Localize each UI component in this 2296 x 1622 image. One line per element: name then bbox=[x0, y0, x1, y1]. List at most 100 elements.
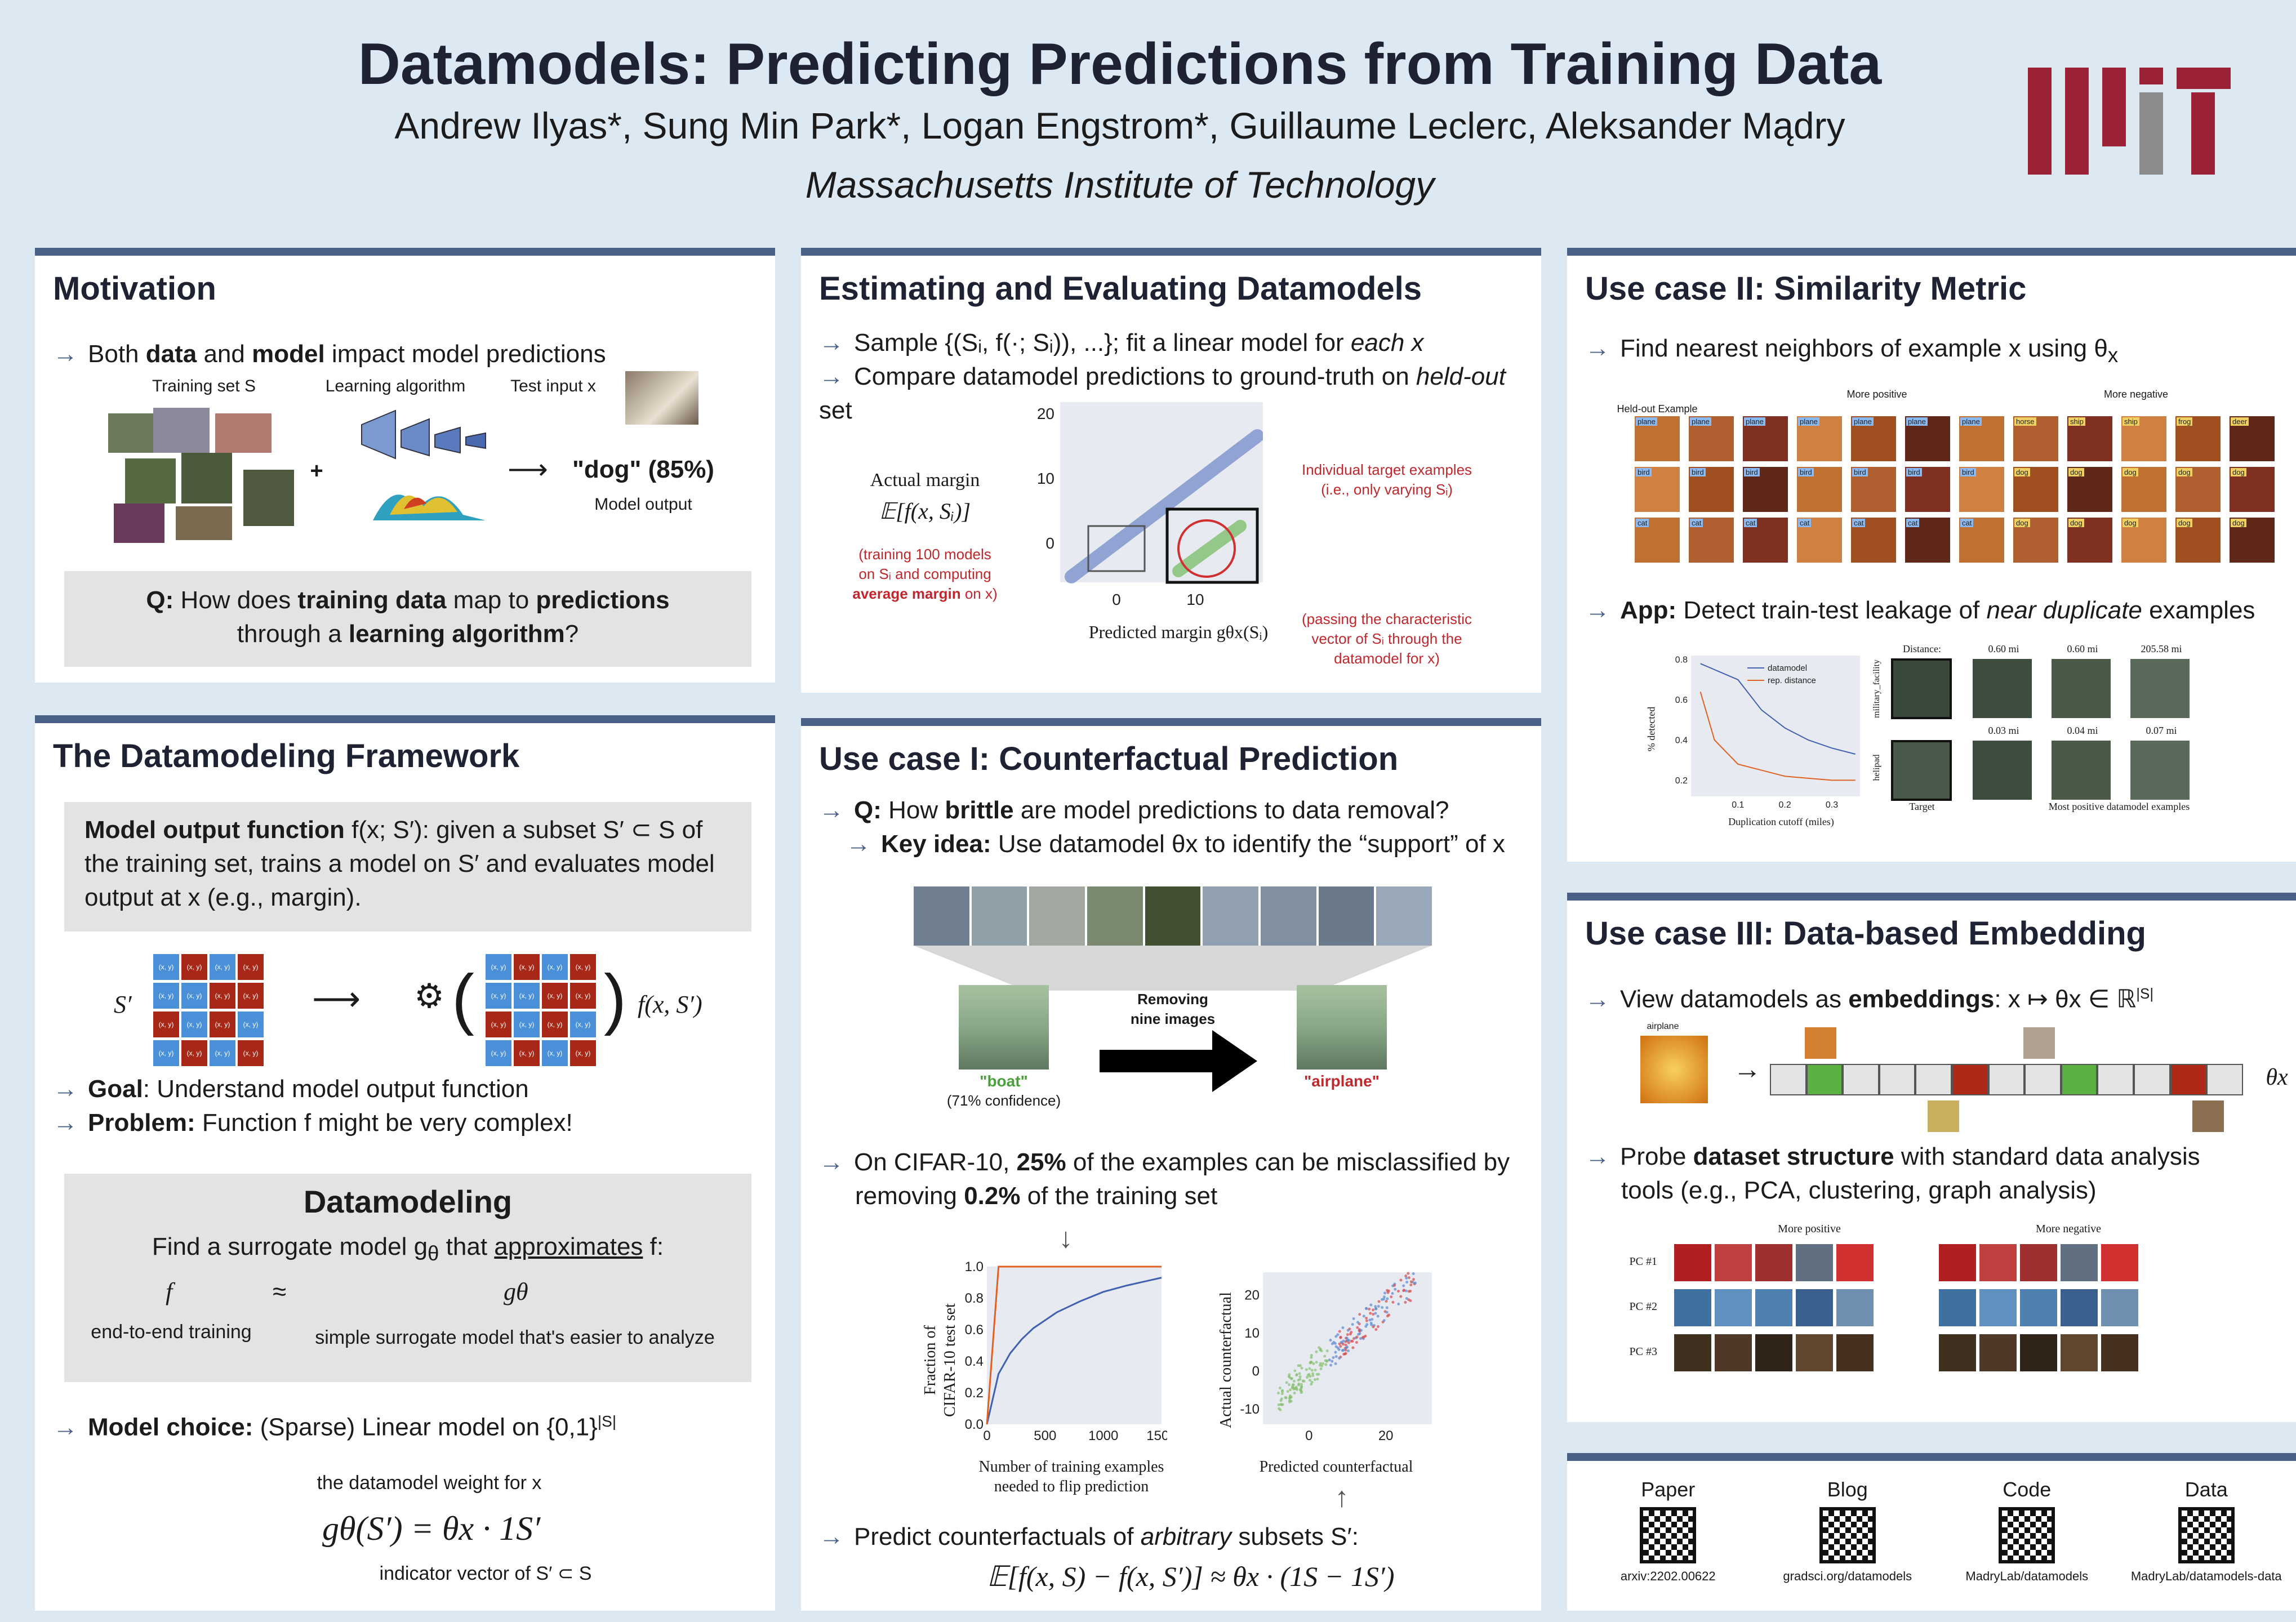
links-panel: Paper arxiv:2202.00622 Blog gradsci.org/dat… bbox=[1567, 1453, 2296, 1611]
scatter-point bbox=[1356, 1326, 1359, 1329]
thumbnail-label: bird bbox=[1906, 468, 1922, 476]
link-item[interactable]: Paper arxiv:2202.00622 bbox=[1583, 1472, 1752, 1607]
ytick-label: 0.6 bbox=[1675, 696, 1688, 705]
model-output: "dog" (85%) bbox=[572, 456, 714, 483]
ytick-label: 0.4 bbox=[965, 1354, 984, 1369]
subset-cell: (x, y) bbox=[181, 1011, 207, 1037]
boat-image bbox=[959, 985, 1049, 1070]
link-item[interactable]: Blog gradsci.org/datamodels bbox=[1763, 1472, 1932, 1607]
pc-thumbnail bbox=[1755, 1289, 1792, 1326]
note-right-bot-1: (passing the characteristic bbox=[1301, 611, 1472, 627]
scatter-point bbox=[1332, 1356, 1335, 1360]
scatter-point bbox=[1344, 1340, 1347, 1343]
pc-thumbnail bbox=[1715, 1289, 1752, 1326]
removing-label: Removing bbox=[1137, 991, 1208, 1008]
chart1-ylabel-1: Fraction of bbox=[922, 1325, 939, 1395]
qr-code-icon[interactable] bbox=[1819, 1507, 1876, 1563]
scatter-point bbox=[1359, 1329, 1363, 1332]
pc-thumbnail bbox=[1674, 1289, 1711, 1326]
scatter-point bbox=[1299, 1388, 1302, 1391]
similarity-thumbnail: plane bbox=[1689, 416, 1734, 461]
pc-thumbnail bbox=[1979, 1334, 2017, 1371]
institution: Massachusetts Institute of Technology bbox=[805, 164, 1435, 206]
scatter-point bbox=[1346, 1333, 1349, 1336]
similarity-thumbnail: cat bbox=[1959, 518, 2004, 563]
scatter-point bbox=[1300, 1385, 1303, 1389]
scatter-point bbox=[1345, 1336, 1349, 1340]
row-label-helipad: helipad bbox=[1872, 754, 1881, 781]
similarity-thumbnail: ship bbox=[2067, 416, 2112, 461]
link-url[interactable]: arxiv:2202.00622 bbox=[1620, 1569, 1716, 1583]
scatter-point bbox=[1320, 1364, 1324, 1367]
scatter-point bbox=[1407, 1272, 1410, 1275]
similarity-thumbnail: horse bbox=[2013, 416, 2058, 461]
link-item[interactable]: Code MadryLab/datamodels bbox=[1942, 1472, 2111, 1607]
scatter-point bbox=[1278, 1407, 1281, 1410]
thumbnail-label: dog bbox=[2231, 468, 2246, 476]
embedding-cell bbox=[2134, 1064, 2170, 1095]
weight-label: the datamodel weight for x bbox=[317, 1472, 542, 1494]
link-url[interactable]: MadryLab/datamodels bbox=[1965, 1569, 2089, 1583]
thumbnail-label: dog bbox=[2014, 519, 2030, 527]
scatter-point bbox=[1319, 1348, 1322, 1352]
airplane-image bbox=[1297, 985, 1387, 1070]
funnel-shape bbox=[914, 946, 1432, 991]
cifar-bullet: → On CIFAR-10, 25% of the examples can be… bbox=[819, 1148, 1510, 1176]
qr-code-icon[interactable] bbox=[1999, 1507, 2055, 1563]
open-paren: ( bbox=[452, 961, 474, 1036]
scatter-point bbox=[1339, 1345, 1342, 1348]
more-negative-label: More negative bbox=[2103, 389, 2169, 400]
scatter-point bbox=[1290, 1377, 1293, 1380]
pc-thumbnail bbox=[1755, 1244, 1792, 1281]
similarity-thumbnail: bird bbox=[1797, 467, 1842, 512]
leakage-chart-xlabel: Duplication cutoff (miles) bbox=[1728, 816, 1834, 827]
thumbnail-label: cat bbox=[1906, 519, 1920, 527]
scatter-point bbox=[1298, 1378, 1302, 1381]
scatter-point bbox=[1284, 1396, 1288, 1400]
qr-code-icon[interactable] bbox=[2178, 1507, 2235, 1563]
series-line-0 bbox=[986, 1277, 1162, 1425]
embedding-cell bbox=[2024, 1064, 2061, 1095]
mit-logo bbox=[2028, 68, 2231, 175]
subset-cell: (x, y) bbox=[486, 954, 511, 980]
qr-code-icon[interactable] bbox=[1640, 1507, 1697, 1563]
datamodeling-box: Datamodeling Find a surrogate model gθ t… bbox=[64, 1174, 751, 1382]
network-glyph: ⚙ bbox=[414, 977, 444, 1015]
similarity-thumbnail: cat bbox=[1635, 518, 1680, 563]
margin-scatter-plot: 20 10 0 0 10 bbox=[1037, 402, 1263, 608]
chart1-xlabel-2: needed to flip prediction bbox=[994, 1478, 1149, 1495]
link-url[interactable]: gradsci.org/datamodels bbox=[1783, 1569, 1912, 1583]
scatter-point bbox=[1333, 1342, 1337, 1345]
link-url[interactable]: MadryLab/datamodels-data bbox=[2130, 1569, 2282, 1583]
scatter-point bbox=[1280, 1390, 1284, 1393]
thumbnail-label: dog bbox=[2123, 519, 2138, 527]
scatter-point bbox=[1344, 1343, 1347, 1347]
ytick-label: 0 bbox=[1252, 1364, 1260, 1379]
scatter-point bbox=[1314, 1369, 1317, 1372]
similarity-thumbnail: frog bbox=[2175, 416, 2221, 461]
legend-label: datamodel bbox=[1768, 663, 1807, 673]
satellite-neighbor bbox=[2130, 741, 2190, 800]
similarity-thumbnail: dog bbox=[2121, 518, 2166, 563]
linear-formula: gθ(S′) = θx · 1S′ bbox=[322, 1510, 541, 1547]
scatter-point bbox=[1351, 1346, 1355, 1349]
poster-title: Datamodels: Predicting Predictions from … bbox=[358, 32, 1882, 97]
pc-thumbnail bbox=[1755, 1334, 1792, 1371]
scatter-point bbox=[1341, 1349, 1344, 1352]
thumbnail-label: bird bbox=[1744, 468, 1760, 476]
pc-thumbnail bbox=[2020, 1334, 2057, 1371]
link-item[interactable]: Data MadryLab/datamodels-data bbox=[2122, 1472, 2291, 1607]
pc-thumbnail bbox=[2061, 1334, 2098, 1371]
scatter-point bbox=[1407, 1276, 1410, 1280]
subset-cell: (x, y) bbox=[542, 1011, 568, 1037]
thumbnail-label: dog bbox=[2177, 468, 2192, 476]
subset-cell: (x, y) bbox=[570, 954, 596, 980]
scatter-point bbox=[1385, 1300, 1388, 1303]
scatter-point bbox=[1306, 1376, 1309, 1379]
pc-thumbnail bbox=[1796, 1244, 1833, 1281]
framework-panel: The Datamodeling Framework Model output … bbox=[35, 715, 775, 1611]
scatter-point bbox=[1280, 1392, 1284, 1396]
boat-confidence: (71% confidence) bbox=[946, 1092, 1061, 1109]
scatter-point bbox=[1399, 1295, 1403, 1298]
note-right-top-1: Individual target examples bbox=[1301, 461, 1472, 478]
